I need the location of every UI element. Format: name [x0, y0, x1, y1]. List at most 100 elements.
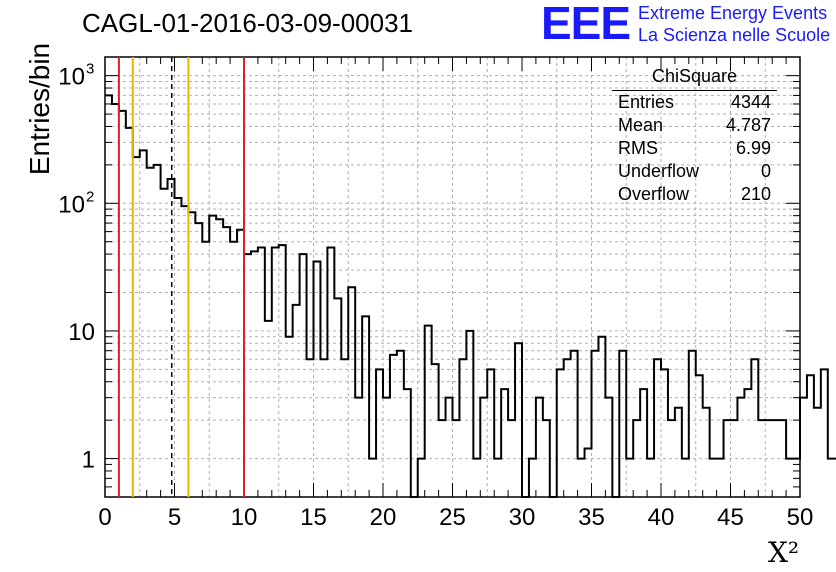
x-tick-label: 0	[98, 504, 111, 531]
stats-value: 4.787	[725, 115, 771, 135]
histogram-bar	[633, 420, 640, 497]
stats-title: ChiSquare	[612, 66, 777, 91]
stats-row-entries: Entries 4344	[612, 91, 777, 114]
histogram-bar	[557, 369, 564, 497]
histogram-bar	[661, 369, 668, 497]
histogram-bar	[828, 459, 835, 497]
histogram-bar	[751, 359, 758, 497]
histogram-bar	[195, 223, 202, 497]
logo-line-2: La Scienza nelle Scuole	[638, 25, 831, 45]
histogram-bar	[390, 355, 397, 497]
histogram-bar	[779, 420, 786, 497]
histogram-bar	[744, 389, 751, 497]
histogram-bar	[105, 95, 112, 497]
histogram-bar	[654, 359, 661, 497]
histogram-bar	[501, 389, 508, 497]
histogram-bar	[293, 305, 300, 497]
x-tick-label: 15	[300, 504, 327, 531]
histogram-bar	[355, 398, 362, 497]
histogram-bar	[772, 420, 779, 497]
stats-row-rms: RMS 6.99	[612, 137, 777, 160]
stats-value: 0	[760, 161, 771, 181]
stats-value: 210	[740, 184, 771, 204]
y-tick-label: 10	[58, 191, 85, 218]
histogram-bar	[515, 343, 522, 497]
stats-row-mean: Mean 4.787	[612, 114, 777, 137]
histogram-bar	[710, 459, 717, 497]
histogram-bar	[508, 420, 515, 497]
histogram-bar	[202, 242, 209, 497]
y-tick-label: 10	[68, 319, 95, 346]
stats-value: 4344	[730, 92, 771, 112]
histogram-bar	[731, 420, 738, 497]
histogram-bar	[703, 408, 710, 497]
x-tick-label: 25	[439, 504, 466, 531]
histogram-bar	[786, 459, 793, 497]
histogram-bar	[536, 398, 543, 497]
histogram-bar	[543, 420, 550, 497]
histogram-bar	[376, 369, 383, 497]
histogram-bar	[459, 359, 466, 497]
stats-value: 6.99	[735, 138, 771, 158]
histogram-bar	[585, 448, 592, 497]
histogram-bar	[216, 219, 223, 497]
x-tick-label: 35	[578, 504, 605, 531]
stats-label: RMS	[618, 138, 658, 158]
histogram-bar	[605, 398, 612, 497]
x-tick-label: 10	[231, 504, 258, 531]
histogram-bar	[446, 398, 453, 497]
histogram-bar	[237, 230, 244, 497]
histogram-bar	[682, 459, 689, 497]
histogram-bar	[140, 150, 147, 497]
histogram-bar	[279, 245, 286, 497]
histogram-bar	[147, 168, 154, 497]
stats-label: Mean	[618, 115, 664, 135]
histogram-bar	[814, 408, 821, 497]
histogram-bar	[133, 157, 140, 497]
histogram-bar	[397, 351, 404, 497]
chart-title: CAGL-01-2016-03-09-00031	[82, 8, 413, 38]
stats-box: ChiSquare Entries 4344 Mean 4.787 RMS 6.…	[612, 66, 777, 206]
histogram-bar	[383, 398, 390, 497]
x-tick-label: 40	[648, 504, 675, 531]
histogram-bar	[640, 389, 647, 497]
x-tick-label: 50	[787, 504, 814, 531]
histogram-bar	[432, 364, 439, 497]
histogram-bar	[619, 351, 626, 497]
histogram-bar	[765, 420, 772, 497]
histogram-bar	[286, 337, 293, 497]
stats-label: Entries	[618, 92, 675, 112]
x-axis-label: X²	[768, 536, 800, 569]
x-tick-label: 5	[168, 504, 181, 531]
x-tick-label: 20	[370, 504, 397, 531]
histogram-bar	[439, 420, 446, 497]
histogram-bar	[119, 111, 126, 497]
histogram-bar	[529, 459, 536, 497]
histogram-bar	[480, 398, 487, 497]
histogram-bar	[314, 261, 321, 497]
stats-row-overflow: Overflow 210	[612, 183, 777, 206]
logo-line-1: Extreme Energy Events	[638, 3, 828, 23]
histogram-bar	[348, 287, 355, 497]
histogram-bar	[578, 459, 585, 497]
histogram-bar	[341, 359, 348, 497]
histogram-bar	[175, 198, 182, 497]
histogram-bar	[737, 398, 744, 497]
histogram-bar	[320, 359, 327, 497]
histogram-bar	[466, 331, 473, 497]
histogram-bar	[334, 298, 341, 497]
histogram-bar	[223, 227, 230, 497]
histogram-bar	[571, 351, 578, 497]
histogram-bar	[188, 212, 195, 497]
histogram-bar	[473, 459, 480, 497]
histogram-bar	[369, 459, 376, 497]
histogram-bar	[258, 248, 265, 497]
histogram-bar	[647, 459, 654, 497]
histogram-bar	[821, 369, 828, 497]
stats-label: Overflow	[618, 184, 690, 204]
histogram-bar	[418, 459, 425, 497]
x-tick-label: 45	[717, 504, 744, 531]
eee-logo-mark: EEE	[541, 0, 631, 49]
